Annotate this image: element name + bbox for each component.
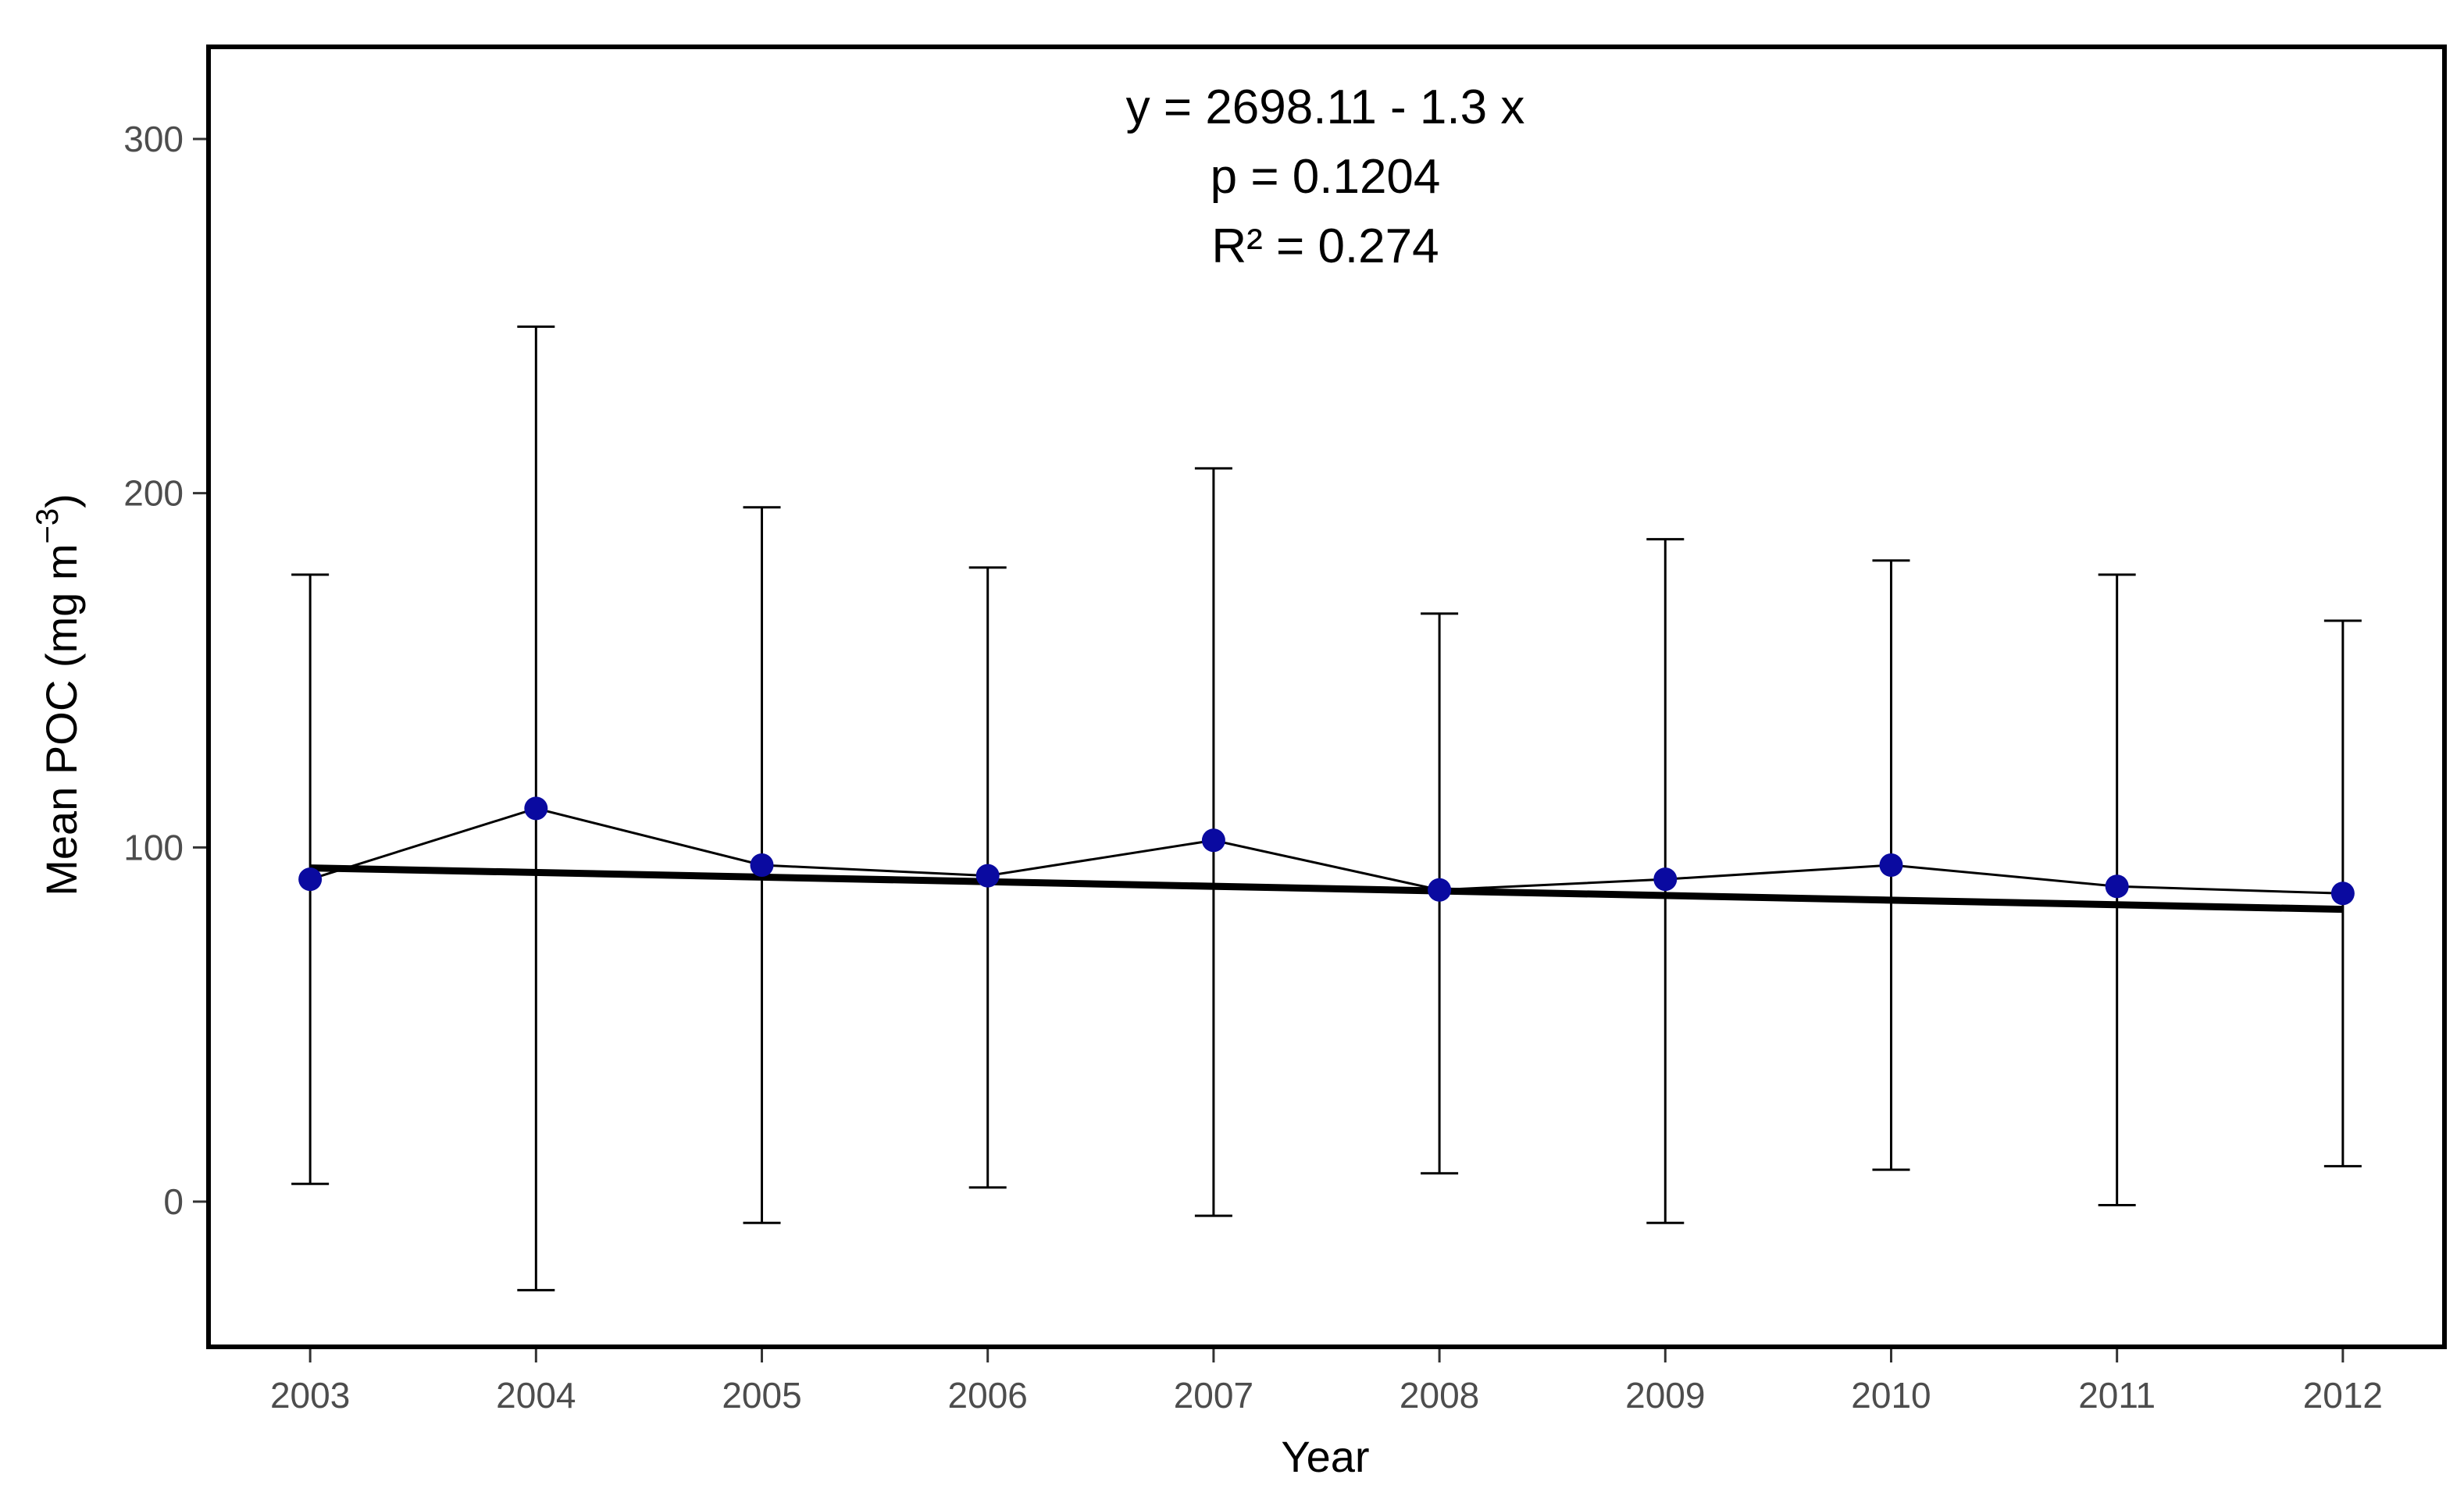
- x-tick-label: 2012: [2303, 1375, 2383, 1416]
- y-tick-label: 100: [123, 827, 184, 867]
- y-axis-title-superscript: −3: [30, 508, 65, 544]
- y-axis-title-suffix: ): [37, 493, 86, 508]
- data-point: [524, 796, 548, 821]
- x-tick-label: 2007: [1174, 1375, 1253, 1416]
- data-points: [298, 796, 2355, 906]
- x-tick-label: 2005: [722, 1375, 801, 1416]
- x-tick-label: 2008: [1400, 1375, 1479, 1416]
- y-tick-label: 300: [123, 119, 184, 159]
- trend-line: [310, 864, 2343, 914]
- data-point: [1879, 853, 1903, 877]
- plot-panel-border: [206, 45, 2447, 1349]
- data-point: [750, 853, 774, 877]
- annotation-equation: y = 2698.11 - 1.3 x: [1126, 80, 1525, 134]
- x-axis-ticks: 2003 2004 2005 2006 2007 2008 2009 2010 2011 2012: [270, 1347, 2383, 1416]
- data-point: [2330, 881, 2355, 906]
- y-axis-title-main: Mean POC (mg m: [37, 544, 86, 896]
- x-tick-label: 2010: [1851, 1375, 1931, 1416]
- x-axis-title: Year: [1281, 1432, 1369, 1481]
- x-tick-label: 2009: [1625, 1375, 1705, 1416]
- regression-annotations: y = 2698.11 - 1.3 x p = 0.1204 R² = 0.27…: [1126, 80, 1525, 273]
- x-tick-label: 2004: [496, 1375, 576, 1416]
- series-line: [309, 807, 2343, 895]
- x-tick-label: 2003: [270, 1375, 350, 1416]
- y-axis-title: Mean POC (mg m−3): [30, 493, 86, 896]
- data-point: [975, 864, 1000, 888]
- y-axis-ticks: 0 100 200 300: [123, 119, 209, 1222]
- y-tick-label: 200: [123, 473, 184, 514]
- data-point: [1653, 867, 1678, 892]
- trend-line-group: [310, 864, 2343, 914]
- series-line-group: [309, 807, 2343, 895]
- y-tick-label: 0: [163, 1181, 184, 1222]
- data-point: [298, 867, 323, 892]
- data-point: [1201, 828, 1225, 853]
- annotation-p-value: p = 0.1204: [1211, 150, 1441, 204]
- annotation-r-squared: R² = 0.274: [1211, 219, 1439, 273]
- x-tick-label: 2006: [948, 1375, 1028, 1416]
- data-point: [2105, 874, 2129, 899]
- x-tick-label: 2011: [2078, 1375, 2156, 1416]
- data-point: [1428, 878, 1452, 902]
